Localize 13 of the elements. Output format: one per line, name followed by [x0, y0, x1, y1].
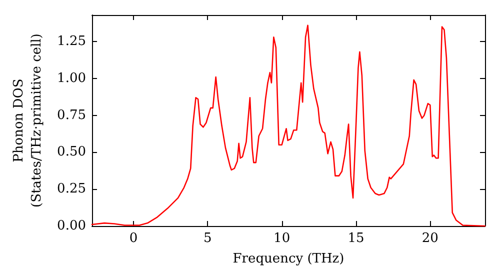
- y-tick-label: 1.25: [57, 34, 86, 50]
- y-tick-label: 0.50: [57, 144, 86, 160]
- x-tick-label: 5: [204, 231, 212, 246]
- y-tick-label: 0.25: [57, 182, 86, 197]
- x-axis-title: Frequency (THz): [232, 252, 344, 266]
- y-tick-label: 0.00: [57, 218, 86, 234]
- x-tick-label: 10: [274, 231, 290, 246]
- y-tick-label: 1.00: [57, 70, 86, 86]
- x-tick-label: 20: [422, 231, 438, 246]
- x-tick-label: 15: [348, 231, 364, 246]
- y-axis-title: Phonon DOS (States/THz·primitive cell): [12, 33, 45, 208]
- x-tick-label: 0: [129, 231, 138, 246]
- y-tick-label: 0.75: [57, 108, 86, 123]
